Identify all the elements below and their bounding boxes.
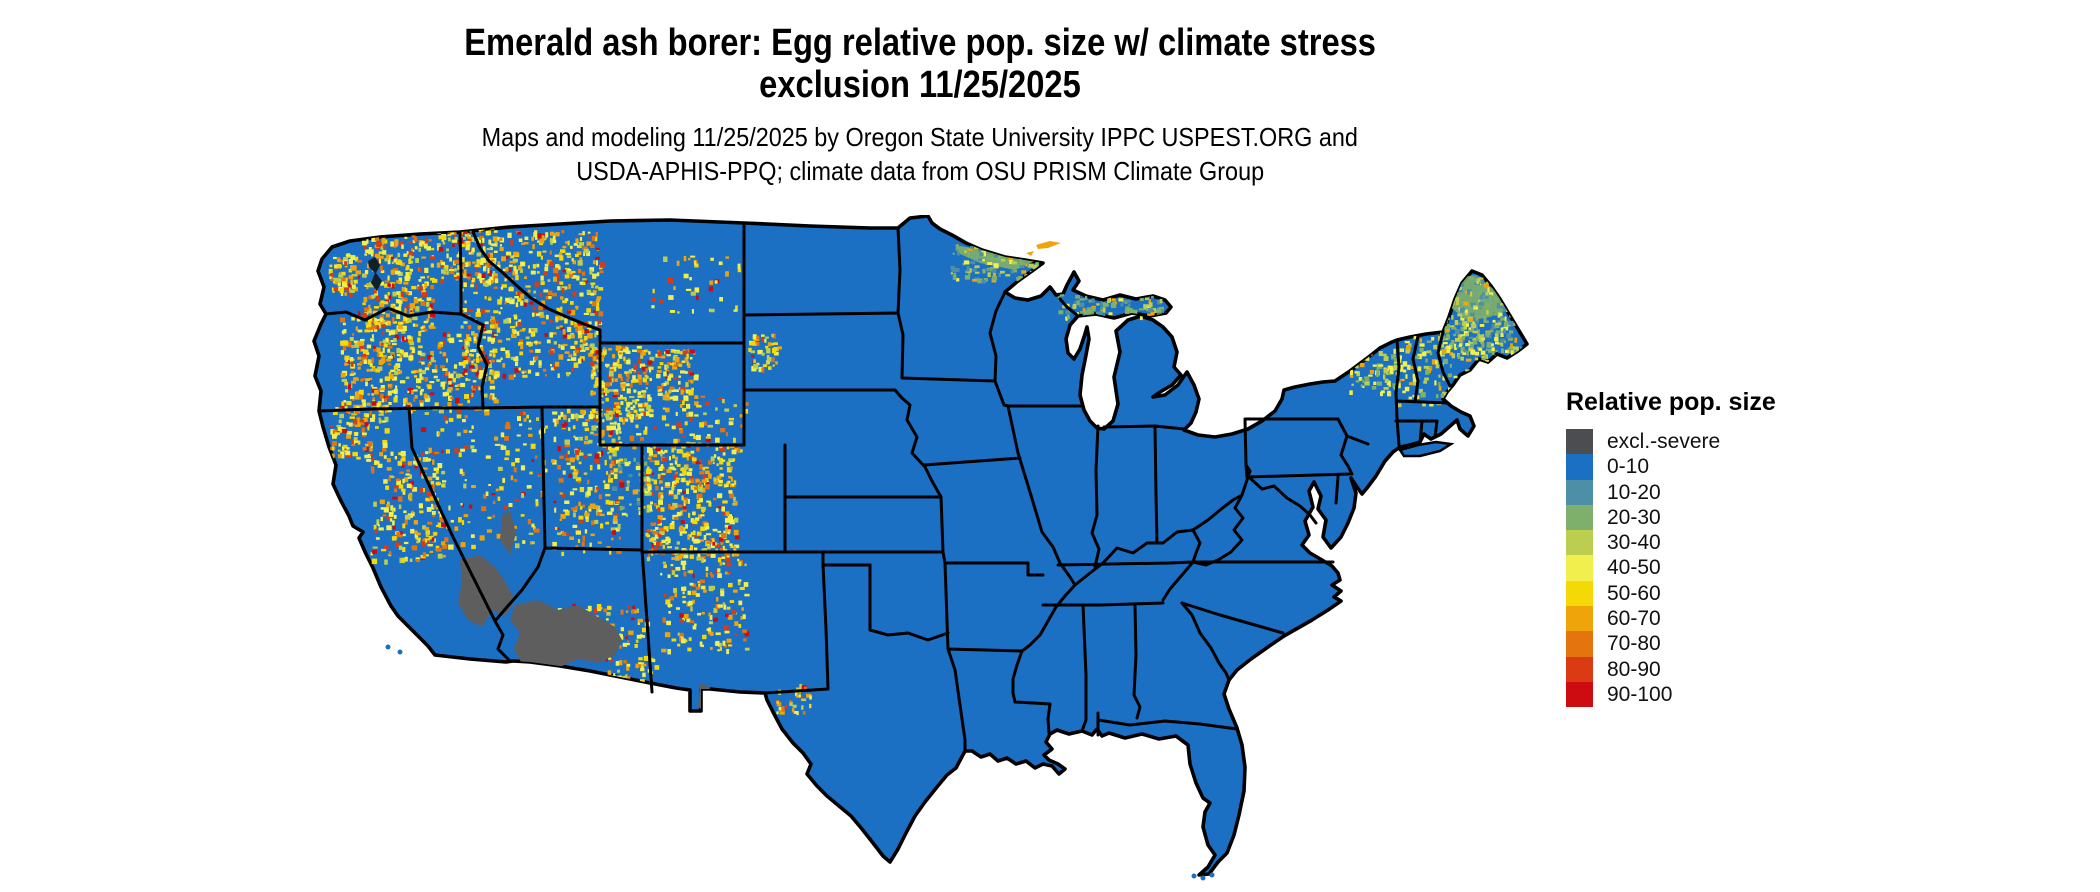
pop-size-speckles — [328, 227, 1525, 716]
legend-swatch — [1566, 580, 1593, 607]
legend-label: 60-70 — [1607, 607, 1661, 631]
legend-swatch — [1566, 454, 1593, 480]
florida-key — [1191, 873, 1197, 879]
legend-swatch — [1566, 479, 1593, 505]
map-legend: Relative pop. size excl.-severe 0-10 10-20… — [1566, 388, 1886, 708]
legend-item-50-60: 50-60 — [1566, 580, 1886, 607]
legend-swatch — [1566, 606, 1593, 632]
map-title-line2: exclusion 11/25/2025 — [759, 64, 1081, 106]
legend-label: 40-50 — [1607, 556, 1661, 580]
legend-label: 20-30 — [1607, 505, 1661, 529]
legend-swatch — [1566, 555, 1593, 581]
map-subtitle: Maps and modeling 11/25/2025 by Oregon S… — [260, 120, 1580, 188]
conus-landmass — [312, 214, 1529, 877]
legend-item-40-50: 40-50 — [1566, 555, 1886, 581]
legend-label: excl.-severe — [1607, 430, 1721, 453]
legend-label: 90-100 — [1607, 682, 1673, 706]
map-subtitle-line1: Maps and modeling 11/25/2025 by Oregon S… — [481, 122, 1359, 152]
map-title-line1: Emerald ash borer: Egg relative pop. siz… — [464, 22, 1376, 64]
islands — [368, 241, 1455, 881]
isle-royale-small — [1026, 251, 1034, 256]
legend-label: 80-90 — [1607, 657, 1661, 681]
state-borders — [317, 221, 1452, 753]
florida-key — [1200, 875, 1206, 881]
legend-item-excl.-severe: excl.-severe — [1566, 429, 1886, 455]
channel-island — [385, 644, 391, 650]
legend-rows: excl.-severe 0-10 10-20 20-30 30-40 40-50 50-6… — [1566, 429, 1886, 708]
legend-swatch — [1566, 429, 1593, 455]
map-title: Emerald ash borer: Egg relative pop. siz… — [260, 22, 1580, 106]
channel-island — [397, 649, 403, 655]
us-map-svg — [312, 214, 1529, 881]
legend-item-30-40: 30-40 — [1566, 530, 1886, 556]
legend-label: 30-40 — [1607, 531, 1661, 555]
legend-swatch — [1566, 681, 1593, 708]
legend-swatch — [1566, 530, 1593, 556]
legend-swatch — [1566, 504, 1593, 531]
isle-royale — [1036, 241, 1061, 249]
legend-item-80-90: 80-90 — [1566, 656, 1886, 682]
florida-key — [1209, 872, 1215, 878]
legend-item-0-10: 0-10 — [1566, 454, 1886, 480]
legend-label: 10-20 — [1607, 480, 1661, 504]
legend-swatch — [1566, 656, 1593, 682]
legend-label: 50-60 — [1607, 581, 1661, 605]
long-island — [1398, 440, 1455, 458]
legend-swatch — [1566, 631, 1593, 657]
legend-label: 0-10 — [1607, 455, 1650, 479]
legend-item-10-20: 10-20 — [1566, 479, 1886, 505]
legend-item-60-70: 60-70 — [1566, 606, 1886, 632]
puget-sound-water — [368, 257, 382, 291]
legend-item-70-80: 70-80 — [1566, 631, 1886, 657]
legend-item-90-100: 90-100 — [1566, 681, 1886, 708]
us-map — [310, 214, 1530, 885]
legend-title: Relative pop. size — [1566, 388, 1776, 416]
map-subtitle-line2: USDA-APHIS-PPQ; climate data from OSU PR… — [576, 156, 1264, 186]
legend-label: 70-80 — [1607, 632, 1661, 656]
legend-item-20-30: 20-30 — [1566, 504, 1886, 531]
